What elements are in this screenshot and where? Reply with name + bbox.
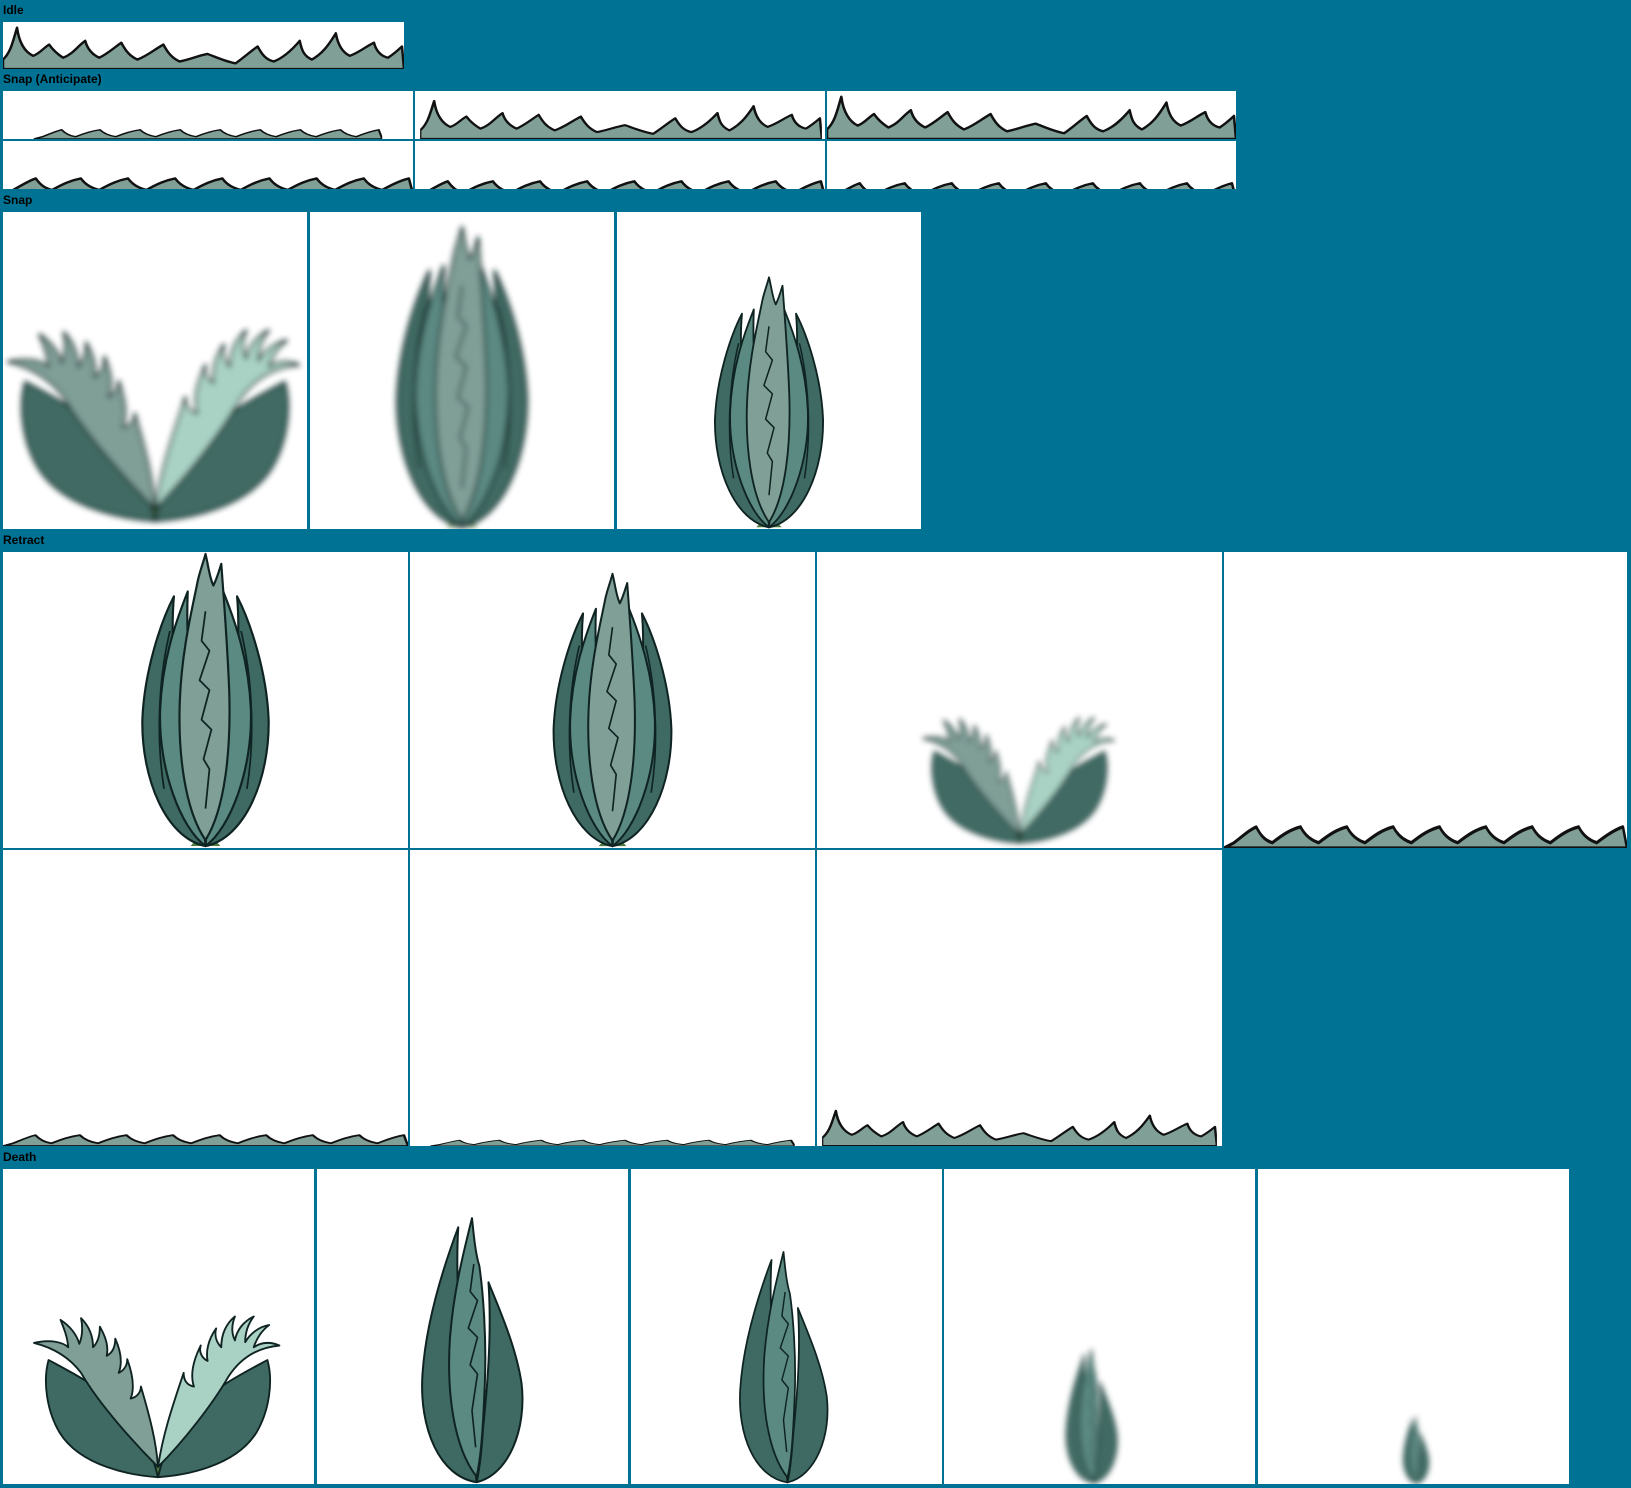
retract-frame-4 [1224, 552, 1627, 848]
retract-frame-5 [3, 850, 408, 1146]
section-label-idle: Idle [3, 3, 24, 17]
grass-sprite [33, 128, 383, 139]
jaw-open-sprite [6, 329, 301, 523]
section-label-snap: Snap [3, 193, 33, 207]
retract-frame-1 [3, 552, 408, 848]
grass-sprite [415, 180, 825, 189]
snap-frame-3 [617, 212, 921, 529]
snap-frame-1 [3, 212, 307, 529]
grass-sprite [420, 99, 822, 139]
jaw-open-sprite [922, 716, 1115, 844]
death-frame-5 [1258, 1169, 1569, 1484]
bud-sprite [141, 552, 270, 848]
grass-sprite [827, 91, 1236, 139]
snap-anticipate-frame-5 [415, 141, 825, 189]
bud-sprite [713, 276, 825, 529]
grass-sprite [822, 1109, 1217, 1146]
grass-sprite [827, 181, 1236, 189]
retract-frame-3 [817, 552, 1222, 848]
bud-sprite [421, 1217, 524, 1484]
section-label-snap-anticipate: Snap (Anticipate) [3, 72, 102, 86]
retract-frame-7 [817, 850, 1222, 1146]
snap-frame-2 [310, 212, 614, 529]
snap-anticipate-frame-6 [827, 141, 1236, 189]
retract-frame-2 [410, 552, 815, 848]
death-frame-3 [631, 1169, 942, 1484]
grass-sprite [430, 1139, 795, 1146]
wilt-sprite [1065, 1348, 1118, 1484]
snap-anticipate-frame-1 [3, 91, 413, 139]
bud-sprite [395, 225, 529, 529]
section-label-death: Death [3, 1150, 37, 1164]
wilt-sprite [739, 1251, 829, 1484]
snap-anticipate-frame-4 [3, 141, 413, 189]
grass-sprite [3, 1133, 408, 1146]
death-frame-2 [317, 1169, 628, 1484]
section-label-retract: Retract [3, 533, 45, 547]
idle-frame-1 [3, 22, 404, 69]
bud-sprite [552, 572, 673, 848]
wilt-sprite [1402, 1416, 1430, 1484]
grass-sprite [1224, 825, 1627, 848]
retract-frame-6 [410, 850, 815, 1146]
jaw-open-sprite [32, 1315, 281, 1479]
death-frame-4 [944, 1169, 1255, 1484]
grass-sprite [3, 22, 404, 69]
grass-sprite [3, 177, 413, 189]
snap-anticipate-frame-3 [827, 91, 1236, 139]
snap-anticipate-frame-2 [415, 91, 825, 139]
death-frame-1 [3, 1169, 314, 1484]
